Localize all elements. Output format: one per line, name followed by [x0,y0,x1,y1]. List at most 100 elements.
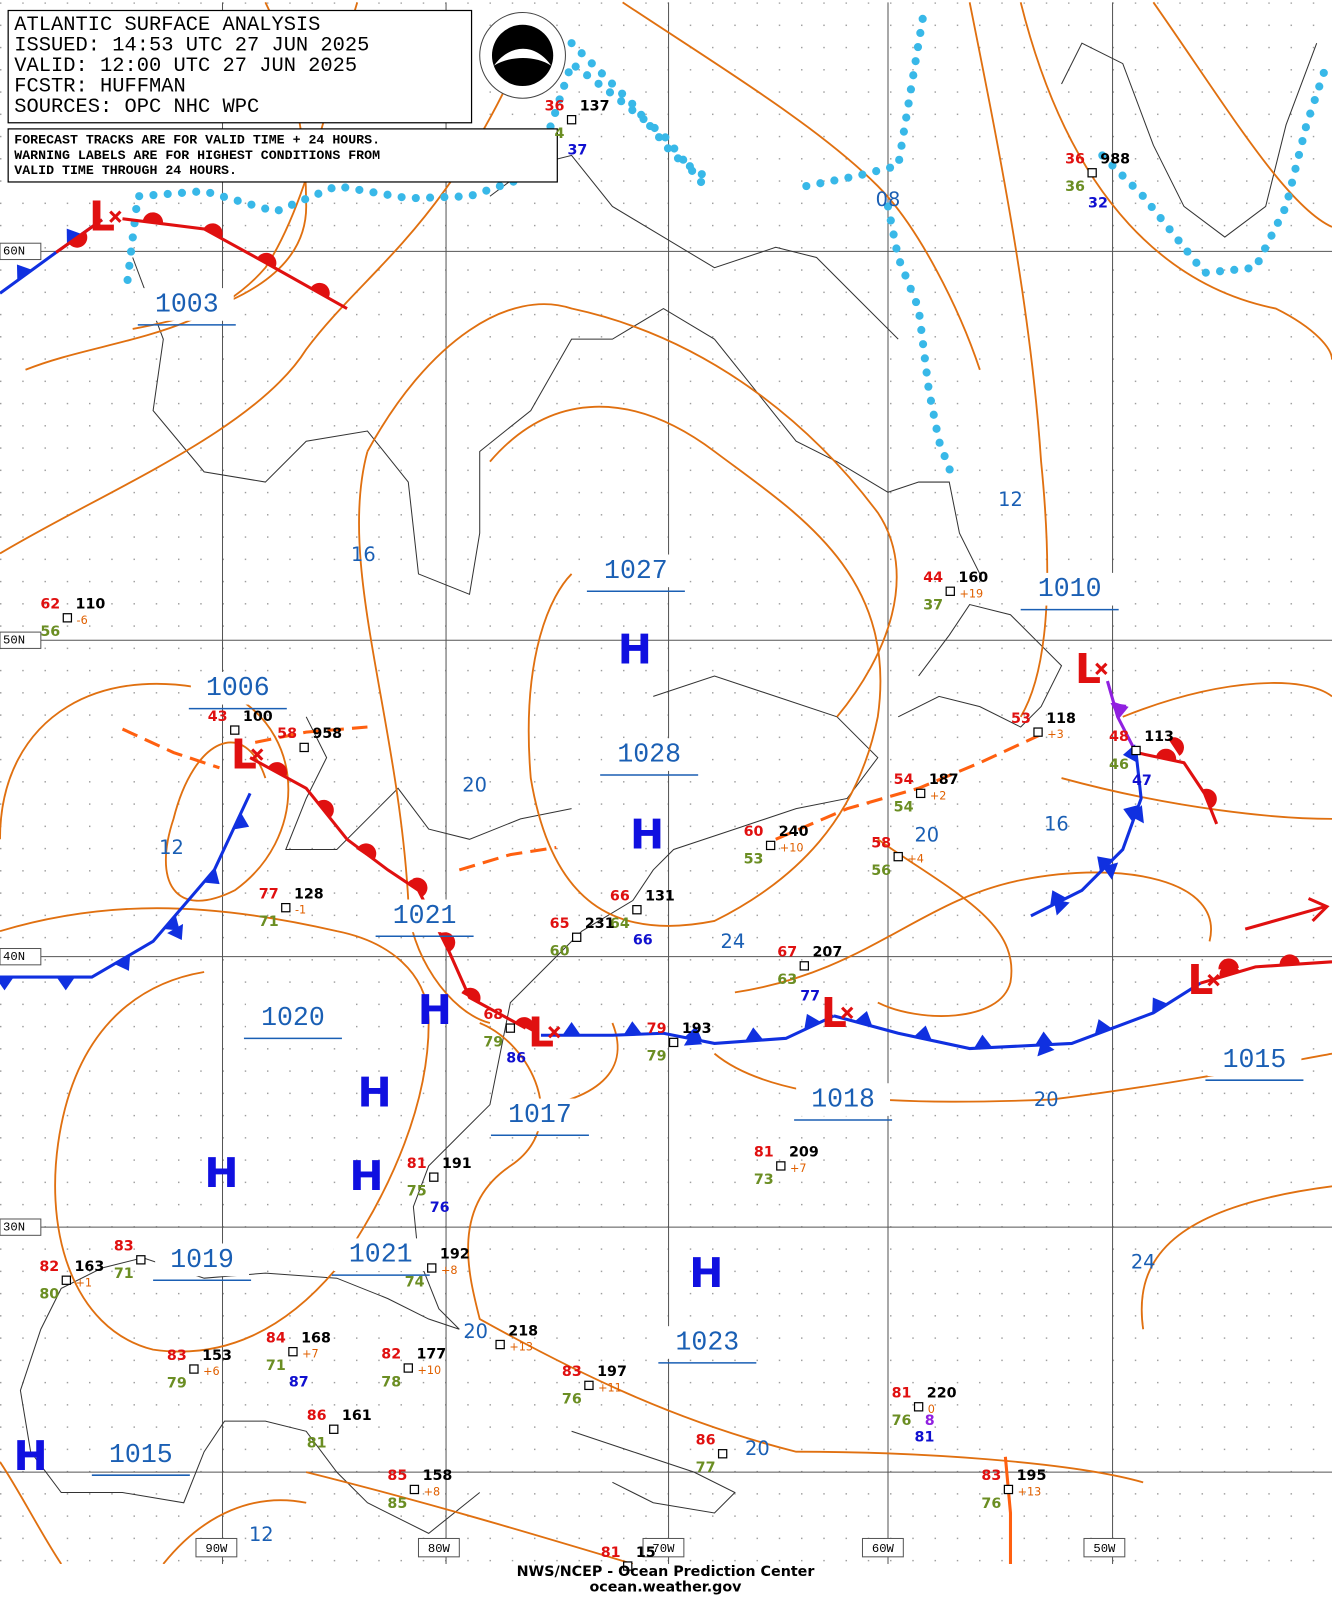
header-line: ATLANTIC SURFACE ANALYSIS [14,14,320,37]
station-pressure: 15 [636,1545,656,1561]
low-center-x [109,210,122,223]
high-center: H [349,1152,383,1200]
station-pressure: 240 [779,824,809,840]
cold-front-barb [804,1013,821,1030]
station-temp: 82 [39,1259,59,1275]
station-pressure: 163 [75,1259,105,1275]
station-temp: 54 [894,772,914,788]
cold-front-barb [167,923,184,940]
warm-front-barb [267,762,288,778]
station-tendency: +10 [417,1364,441,1377]
station-pressure: 160 [958,570,988,586]
station-dewpoint: 85 [387,1496,407,1512]
warm-front-barb [317,799,334,819]
station-marker [495,1339,505,1350]
station-tendency: +1 [76,1276,93,1289]
station-dewpoint: 75 [407,1183,427,1199]
station-tendency: +8 [441,1264,458,1277]
cold-front-barb [854,1011,873,1027]
station-temp: 53 [1011,711,1031,727]
warm-front-barb [356,844,376,861]
high-center: H [418,986,452,1034]
warm-front-barb [440,932,456,952]
station-temp: 67 [777,945,797,961]
pressure-label-bg [1207,1043,1302,1077]
station-temp: 62 [40,597,60,613]
cold-front-barb [913,1025,932,1041]
station-tendency: +7 [302,1348,319,1361]
warm-front-barb [310,282,330,299]
station-temp: 44 [923,570,943,586]
station-marker [189,1364,199,1374]
station-pressure: 118 [1046,711,1076,727]
footer-band [0,1563,1332,1598]
station-dewpoint: 71 [266,1358,286,1374]
notice-line: WARNING LABELS ARE FOR HIGHEST CONDITION… [14,148,380,163]
warm-front-barb [68,231,88,248]
header-line: ISSUED: 14:53 UTC 27 JUN 2025 [14,35,369,58]
station-tendency: +13 [1018,1486,1042,1499]
front-line [1030,752,1143,918]
station-marker [584,1380,594,1391]
pressure-label-bg [333,1238,428,1272]
station-tendency: +11 [598,1381,622,1394]
pressure-label-bg [660,1326,755,1359]
station-dewpoint: 36 [1065,179,1085,195]
station-marker [281,902,291,913]
motion-arrow [1244,905,1326,931]
station-marker [288,1346,298,1357]
cold-front-barb [1050,890,1067,907]
station-dewpoint: 78 [381,1374,401,1390]
station-marker [329,1424,339,1434]
station-dewpoint: 76 [981,1496,1001,1512]
station-pressure: 161 [342,1408,372,1424]
station-pressure: 168 [301,1330,331,1346]
station-dewpoint: 46 [1109,757,1129,773]
station-dewpoint: 71 [259,914,279,930]
cold-front-barb [203,868,220,885]
lon-label-box [195,1537,238,1558]
front-line [254,725,368,744]
pressure-label: 1006 [206,673,270,703]
pressure-label: 1017 [508,1100,572,1130]
station-temp: 83 [114,1239,134,1255]
station-temp: 43 [208,709,228,725]
station-marker [61,1275,72,1285]
station-temp: 81 [892,1386,912,1402]
cold-front-barb [163,915,180,931]
station-sst: 81 [915,1429,935,1445]
lon-label-box [1083,1537,1126,1558]
pressure-label: 1027 [604,556,668,586]
pressure-label: 1021 [393,901,457,931]
cold-front-barb [562,1022,581,1036]
station-temp: 83 [167,1348,187,1364]
front-line [775,730,1047,841]
isobar-label: 20 [745,1437,770,1460]
station-marker [1087,168,1097,178]
warm-front-barb [1155,748,1177,762]
cold-front-barb [744,1027,764,1042]
fronts [0,212,1332,1564]
warm-front-barb [1202,788,1217,809]
station-pressure: 220 [927,1386,957,1402]
station-temp: 36 [545,98,565,114]
station-tendency: -1 [295,904,306,917]
pressure-label: 1028 [617,740,681,770]
isobar-label: 20 [462,774,487,797]
lat-label-box [0,948,42,966]
front-line [458,845,557,872]
station-pressure: 988 [1100,152,1130,168]
graticule [0,2,1332,1564]
footer-line: ocean.weather.gov [589,1579,742,1595]
station-pressure: 131 [645,888,675,904]
station-temp: 86 [696,1432,716,1448]
station-marker [623,1561,633,1571]
station-tendency: +10 [780,841,804,854]
station-dewpoint: 71 [114,1266,134,1282]
footer-line: NWS/NCEP - Ocean Prediction Center [517,1564,815,1580]
station-temp: 82 [381,1347,401,1363]
pressure-label-bg [93,1438,188,1472]
cold-front-barb [1035,1031,1054,1046]
cold-front-barb [683,1031,703,1046]
